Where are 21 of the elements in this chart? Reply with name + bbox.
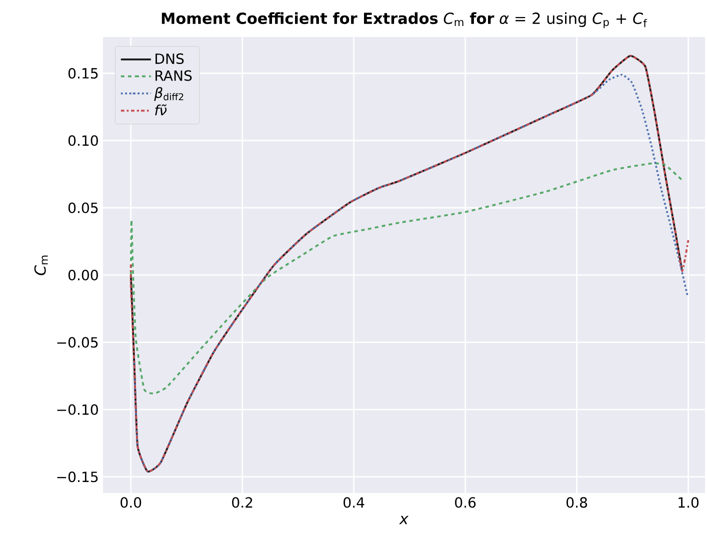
x-tick-label: 0.4: [344, 497, 364, 508]
x-tick-label: 0.6: [455, 497, 476, 508]
y-tick-label: 0.05: [68, 202, 98, 214]
y-tick-label: 0.00: [68, 270, 98, 280]
y-tick-label: 0.10: [68, 135, 98, 146]
x-axis-title: x: [399, 516, 409, 524]
chart-title: Moment Coefficient for Extrados C$_{m}$ for α = 2 using C$_{p}$ + C$_{f}$: [162, 12, 648, 28]
legend-label: fν̃: [155, 104, 167, 116]
legend-label: DNS: [156, 53, 184, 64]
legend-label: RANS: [156, 70, 192, 81]
x-tick-label: 1.0: [678, 497, 699, 508]
line-series: [130, 162, 683, 394]
x-tick-label: 0.0: [120, 497, 142, 508]
x-tick-label: 0.2: [232, 497, 252, 508]
legend-label: β$_{diff2}$: [154, 87, 184, 101]
y-tick-label: 0.15: [68, 68, 98, 79]
y-tick-label: −0.15: [57, 472, 98, 482]
y-axis-title: C$_{m}$: [34, 256, 48, 276]
x-tick-label: 0.8: [566, 497, 588, 508]
y-tick-label: −0.05: [57, 337, 98, 348]
y-tick-label: −0.10: [57, 404, 98, 415]
